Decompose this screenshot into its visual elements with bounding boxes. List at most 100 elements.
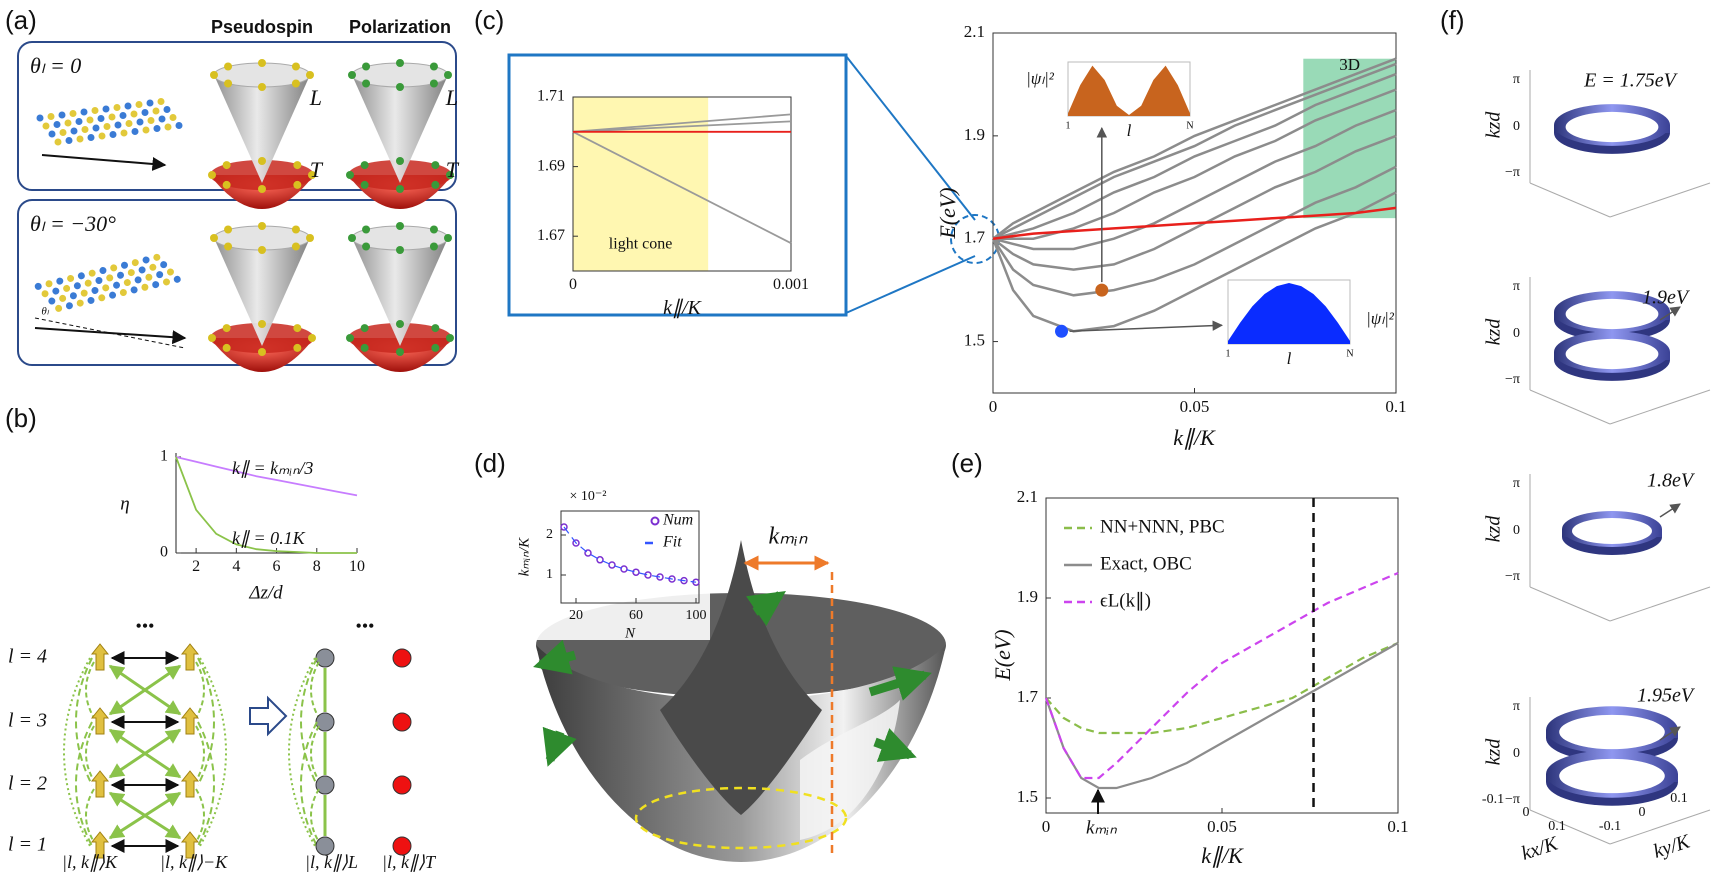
atom xyxy=(160,261,168,269)
spin xyxy=(224,242,233,251)
series-line xyxy=(992,62,1397,240)
atom xyxy=(141,109,149,116)
y-tick-label: 1.69 xyxy=(537,157,565,174)
atom xyxy=(59,129,67,136)
annotation: kₘᵢₙ xyxy=(769,524,808,550)
atom xyxy=(81,126,89,133)
coupling xyxy=(75,657,93,786)
spin xyxy=(224,62,233,71)
plot-frame xyxy=(1045,497,1399,814)
x-tick-label: 4 xyxy=(232,558,240,575)
energy-label: 1.95eV xyxy=(1637,685,1696,707)
x-tick-label: 20 xyxy=(569,608,583,623)
y-tick-label: 2.1 xyxy=(1017,487,1038,506)
atom xyxy=(86,116,94,124)
legend-label: Fit xyxy=(662,534,682,551)
spin xyxy=(446,171,454,179)
atom xyxy=(76,135,84,143)
pseudospin-arrow xyxy=(746,590,786,627)
x-axis-label: l xyxy=(1287,349,1292,368)
tick-label: π xyxy=(1513,279,1520,294)
y-tick-label: 1.9 xyxy=(964,125,985,144)
spin xyxy=(224,225,233,234)
x-tick-label: 8 xyxy=(313,558,321,575)
data-point xyxy=(644,571,652,579)
chart-title: × 10⁻² xyxy=(570,489,607,504)
spin xyxy=(429,79,438,88)
tick-label: −π xyxy=(1505,792,1520,807)
coupling xyxy=(108,664,182,716)
cone xyxy=(214,238,310,346)
atom xyxy=(91,286,99,294)
atom xyxy=(163,106,171,113)
tick-label: −π xyxy=(1505,372,1520,387)
legend-label: Exact, OBC xyxy=(1100,553,1192,574)
coupling xyxy=(75,721,93,847)
x-axis-label: k∥/K xyxy=(1201,843,1244,868)
surface-peak xyxy=(660,540,822,815)
atom xyxy=(98,132,106,140)
ellipsis: ••• xyxy=(136,616,155,636)
atom xyxy=(131,128,139,135)
axis xyxy=(1529,389,1611,425)
atom xyxy=(131,259,139,267)
tick-label: 0 xyxy=(1523,805,1530,820)
atom xyxy=(54,138,62,146)
ring-hole xyxy=(1572,518,1652,544)
spin xyxy=(210,234,218,242)
atom xyxy=(53,121,61,128)
pseudospin-arrow xyxy=(868,666,932,701)
x-tick-label: N xyxy=(1186,120,1193,131)
cone-label: T xyxy=(310,157,324,182)
coupling xyxy=(85,725,95,782)
atom xyxy=(127,269,135,277)
x-tick-label: 10 xyxy=(349,558,365,575)
atom xyxy=(130,110,138,118)
series-line xyxy=(1045,641,1399,735)
axis-label: kzd xyxy=(1483,515,1505,543)
atom xyxy=(142,256,150,264)
panel-label: (f) xyxy=(1440,5,1465,35)
atom xyxy=(88,269,96,277)
series-line xyxy=(992,72,1397,240)
series-line xyxy=(992,108,1397,251)
cone-label: T xyxy=(446,157,460,182)
y-axis-label: η xyxy=(120,493,129,514)
spin xyxy=(444,71,452,79)
series-line xyxy=(1044,571,1399,780)
y-tick-label: 1 xyxy=(160,448,168,465)
coupling xyxy=(63,657,91,847)
spin xyxy=(396,157,404,165)
basis-label: |l, k∥⟩T xyxy=(382,852,437,872)
angle-label: θₗ = −30° xyxy=(30,211,116,236)
spin xyxy=(396,246,404,254)
atom xyxy=(156,271,164,279)
y-tick-label: 1.5 xyxy=(1017,787,1038,806)
site xyxy=(392,648,412,668)
atom xyxy=(175,122,183,129)
atom xyxy=(36,114,44,122)
tick-label: 0.1 xyxy=(1548,819,1566,834)
coupling xyxy=(85,788,95,843)
series-line xyxy=(993,88,1397,240)
atom xyxy=(109,131,117,138)
axis xyxy=(1529,586,1611,622)
spin xyxy=(396,59,404,67)
ring-hole xyxy=(1565,298,1659,330)
spin xyxy=(348,234,356,242)
x-axis-label: N xyxy=(624,625,636,641)
atom xyxy=(138,266,146,274)
annotation: k∥ = 0.1K xyxy=(232,528,306,548)
x-tick-label: 6 xyxy=(273,558,281,575)
series-line xyxy=(572,130,792,245)
legend-label: ϵL(k∥) xyxy=(1100,590,1151,611)
atom xyxy=(169,114,177,121)
tick-label: −π xyxy=(1505,569,1520,584)
highlight-label: 3D xyxy=(1339,55,1360,74)
spin xyxy=(362,242,371,251)
series-line xyxy=(572,120,792,133)
tick-label: 0 xyxy=(1639,805,1646,820)
x-tick-label: 0.1 xyxy=(1385,397,1406,416)
